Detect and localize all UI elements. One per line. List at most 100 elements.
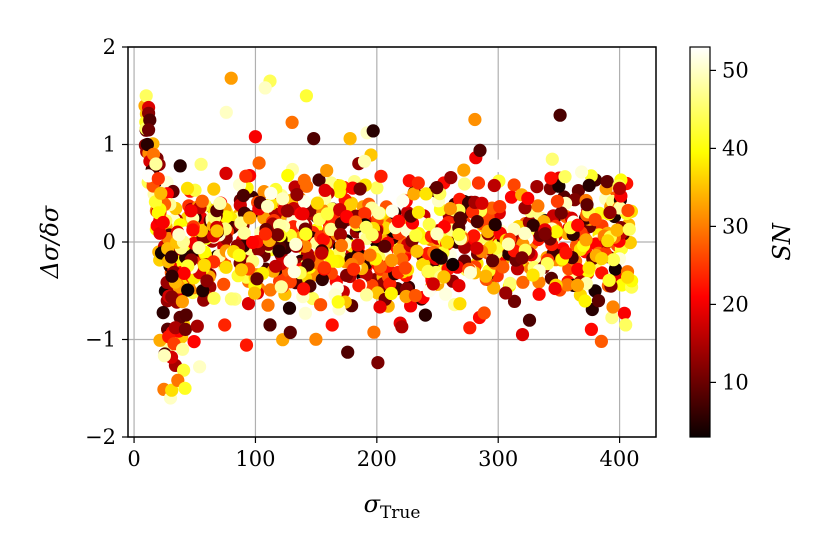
scatter-point xyxy=(263,283,277,297)
scatter-point xyxy=(299,89,313,103)
scatter-point xyxy=(588,284,602,298)
scatter-point xyxy=(421,264,435,278)
scatter-point xyxy=(601,234,615,248)
scatter-point xyxy=(550,194,565,208)
scatter-point xyxy=(522,313,537,327)
y-tick-label: −2 xyxy=(85,425,116,449)
scatter-point xyxy=(578,294,592,308)
scatter-point xyxy=(457,177,472,191)
scatter-point xyxy=(358,207,372,221)
scatter-point xyxy=(298,306,312,320)
scatter-point xyxy=(360,288,374,302)
scatter-point xyxy=(314,298,328,312)
scatter-point xyxy=(515,251,529,265)
scatter-point xyxy=(176,342,190,356)
scatter-point xyxy=(246,235,260,250)
scatter-point xyxy=(374,169,388,183)
scatter-point xyxy=(281,168,295,183)
scatter-point xyxy=(272,244,286,258)
scatter-point xyxy=(283,325,297,339)
scatter-point xyxy=(378,239,392,253)
scatter-point xyxy=(154,186,168,200)
scatter-point xyxy=(452,279,466,293)
scatter-point xyxy=(439,287,453,301)
scatter-point xyxy=(285,115,299,129)
scatter-point xyxy=(282,301,297,315)
scatter-point xyxy=(219,210,233,224)
scatter-point xyxy=(617,306,632,320)
colorbar-tick-label: 50 xyxy=(722,58,749,82)
scatter-point xyxy=(194,157,208,171)
scatter-point xyxy=(310,196,324,210)
scatter-point xyxy=(372,206,386,220)
scatter-point xyxy=(280,204,294,218)
scatter-point xyxy=(530,180,544,194)
scatter-point xyxy=(603,205,617,220)
scatter-point xyxy=(309,332,323,346)
scatter-point xyxy=(385,204,399,218)
scatter-point xyxy=(197,258,211,272)
scatter-point xyxy=(165,383,179,397)
scatter-point xyxy=(468,112,482,127)
x-tick-label: 100 xyxy=(235,447,275,471)
scatter-point xyxy=(237,226,251,240)
scatter-point xyxy=(486,254,500,268)
scatter-point xyxy=(463,321,477,335)
scatter-point xyxy=(446,257,460,272)
scatter-point xyxy=(243,211,257,225)
scatter-point xyxy=(610,223,624,237)
scatter-point xyxy=(473,143,487,157)
scatter-point xyxy=(190,319,204,333)
scatter-point xyxy=(385,253,399,268)
scatter-point xyxy=(186,223,200,237)
scatter-point xyxy=(341,345,355,359)
scatter-point xyxy=(290,188,304,202)
scatter-point xyxy=(156,306,170,320)
scatter-point xyxy=(606,300,620,314)
scatter-point xyxy=(580,198,594,212)
scatter-point xyxy=(619,318,633,332)
scatter-point xyxy=(224,71,238,85)
scatter-point xyxy=(217,277,231,291)
x-tick-label: 0 xyxy=(127,447,140,471)
scatter-point xyxy=(164,250,179,264)
scatter-point xyxy=(452,228,466,242)
scatter-point xyxy=(582,178,596,192)
colorbar-label: SN xyxy=(768,222,796,260)
scatter-point xyxy=(594,334,609,348)
scatter-point xyxy=(343,132,357,146)
scatter-point xyxy=(384,286,398,301)
scatter-point xyxy=(426,277,440,291)
scatter-point xyxy=(258,81,272,95)
scatter-point xyxy=(178,322,192,336)
scatter-point xyxy=(248,286,262,300)
scatter-point xyxy=(271,228,285,242)
scatter-point xyxy=(165,290,179,304)
scatter-point xyxy=(373,300,387,314)
scatter-point xyxy=(579,233,593,247)
scatter-point xyxy=(184,204,198,218)
scatter-point xyxy=(571,218,585,232)
scatter-point xyxy=(177,266,191,280)
scatter-point xyxy=(296,207,310,221)
scatter-point xyxy=(349,215,363,229)
scatter-point xyxy=(532,287,546,301)
scatter-point xyxy=(600,175,614,189)
scatter-point xyxy=(544,171,558,185)
scatter-point xyxy=(418,308,432,322)
scatter-point xyxy=(187,335,201,349)
scatter-point xyxy=(595,252,609,266)
scatter-point xyxy=(297,282,311,296)
scatter-point xyxy=(409,228,423,242)
scatter-point xyxy=(463,266,477,280)
scatter-point xyxy=(602,273,616,287)
scatter-point xyxy=(139,89,153,103)
scatter-point xyxy=(613,181,627,195)
scatter-point xyxy=(370,181,384,195)
scatter-point xyxy=(252,156,266,170)
scatter-point xyxy=(140,137,154,152)
scatter-point xyxy=(470,215,484,229)
scatter-point xyxy=(366,124,380,138)
scatter-point xyxy=(156,215,170,230)
scatter-point xyxy=(363,248,377,262)
